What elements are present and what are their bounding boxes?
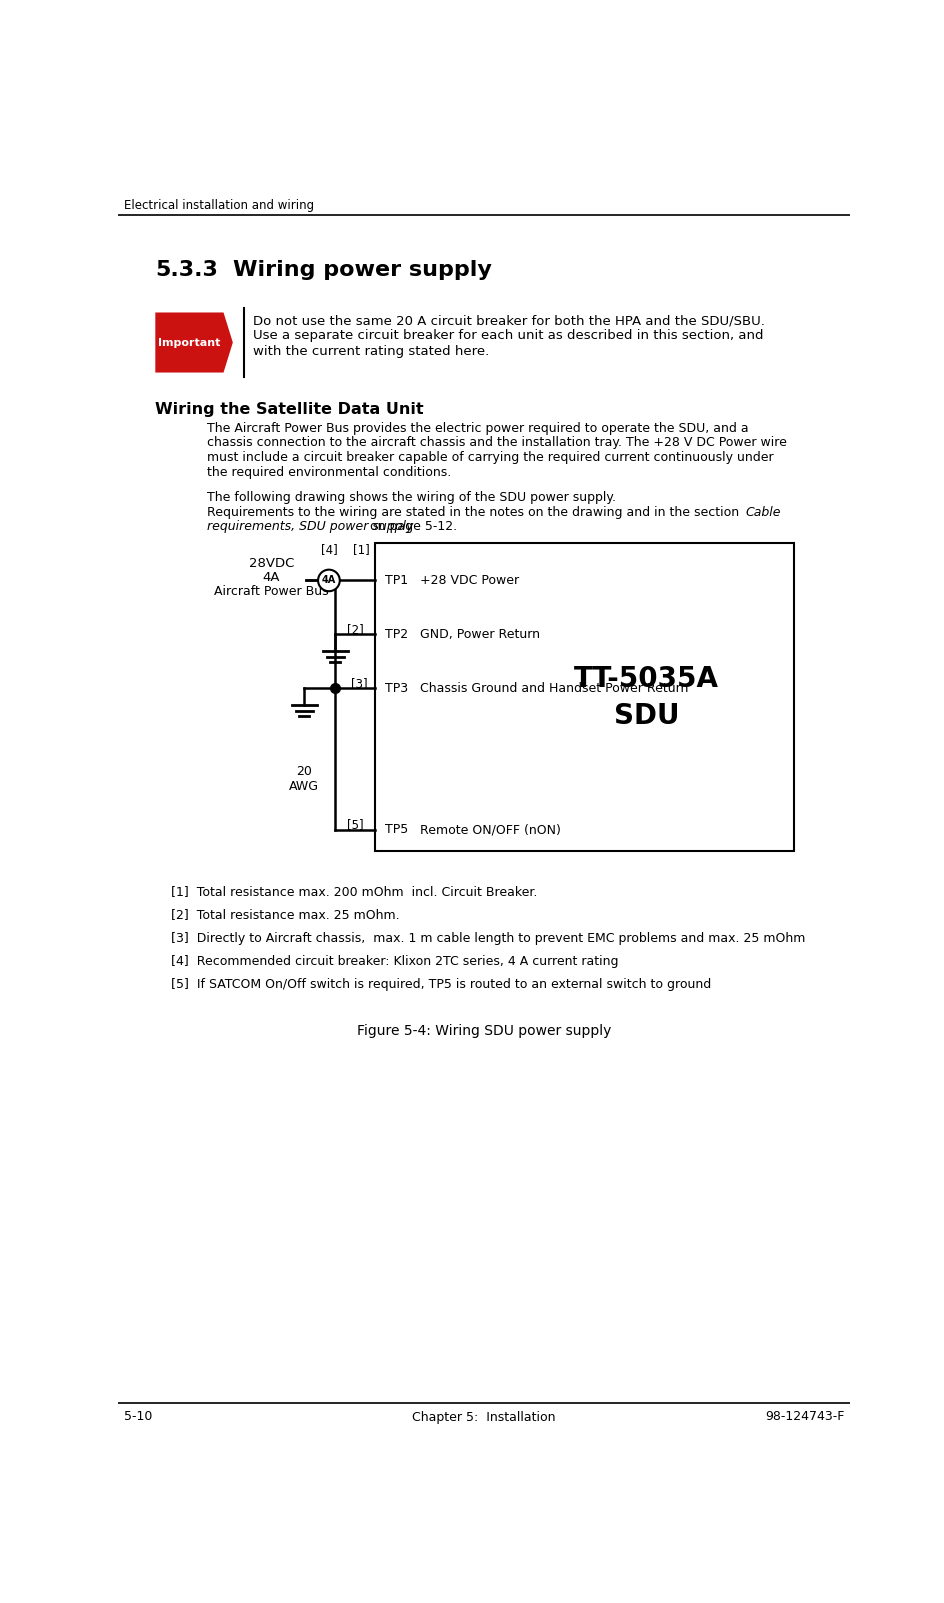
Text: 4A: 4A [262, 571, 280, 583]
Text: must include a circuit breaker capable of carrying the required current continuo: must include a circuit breaker capable o… [207, 450, 773, 465]
Text: [1]: [1] [353, 543, 369, 556]
Text: Wiring power supply: Wiring power supply [232, 260, 491, 281]
Text: Do not use the same 20 A circuit breaker for both the HPA and the SDU/SBU.: Do not use the same 20 A circuit breaker… [253, 314, 764, 327]
Text: 98-124743-F: 98-124743-F [764, 1411, 843, 1423]
Text: [3]: [3] [350, 676, 367, 689]
Text: Cable: Cable [745, 507, 781, 519]
Text: [4]: [4] [320, 543, 337, 556]
Text: TP5: TP5 [384, 824, 408, 837]
Text: [4]  Recommended circuit breaker: Klixon 2TC series, 4 A current rating: [4] Recommended circuit breaker: Klixon … [171, 955, 617, 968]
Text: TT-5035A
SDU: TT-5035A SDU [574, 665, 718, 729]
Text: 28VDC: 28VDC [248, 556, 294, 571]
Text: TP1: TP1 [384, 574, 408, 587]
Text: [3]  Directly to Aircraft chassis,  max. 1 m cable length to prevent EMC problem: [3] Directly to Aircraft chassis, max. 1… [171, 931, 804, 944]
Text: [2]: [2] [346, 624, 363, 636]
Text: TP3: TP3 [384, 681, 408, 694]
Text: 5.3.3: 5.3.3 [155, 260, 218, 281]
Text: with the current rating stated here.: with the current rating stated here. [253, 345, 489, 357]
Text: Chapter 5:  Installation: Chapter 5: Installation [412, 1411, 555, 1423]
Text: Electrical installation and wiring: Electrical installation and wiring [125, 199, 314, 212]
Text: Important: Important [158, 338, 220, 348]
Text: Aircraft Power Bus: Aircraft Power Bus [214, 585, 329, 598]
Text: on page 5-12.: on page 5-12. [365, 521, 457, 534]
Bar [375, 543, 793, 851]
Circle shape [318, 569, 340, 592]
Text: the required environmental conditions.: the required environmental conditions. [207, 466, 451, 479]
Text: The Aircraft Power Bus provides the electric power required to operate the SDU, : The Aircraft Power Bus provides the elec… [207, 422, 748, 434]
Text: requirements, SDU power supply: requirements, SDU power supply [207, 521, 413, 534]
Text: Remote ON/OFF (nON): Remote ON/OFF (nON) [420, 824, 561, 837]
Text: GND, Power Return: GND, Power Return [420, 628, 540, 641]
Text: Use a separate circuit breaker for each unit as described in this section, and: Use a separate circuit breaker for each … [253, 330, 763, 343]
Text: [5]  If SATCOM On/Off switch is required, TP5 is routed to an external switch to: [5] If SATCOM On/Off switch is required,… [171, 978, 710, 991]
Text: 5-10: 5-10 [125, 1411, 153, 1423]
Text: TP2: TP2 [384, 628, 408, 641]
Polygon shape [155, 313, 232, 372]
Text: Wiring the Satellite Data Unit: Wiring the Satellite Data Unit [155, 402, 424, 417]
Text: Requirements to the wiring are stated in the notes on the drawing and in the sec: Requirements to the wiring are stated in… [207, 507, 743, 519]
Text: +28 VDC Power: +28 VDC Power [420, 574, 519, 587]
Text: [5]: [5] [346, 819, 363, 832]
Text: [1]  Total resistance max. 200 mOhm  incl. Circuit Breaker.: [1] Total resistance max. 200 mOhm incl.… [171, 885, 536, 898]
Text: The following drawing shows the wiring of the SDU power supply.: The following drawing shows the wiring o… [207, 491, 615, 503]
Text: chassis connection to the aircraft chassis and the installation tray. The +28 V : chassis connection to the aircraft chass… [207, 436, 786, 449]
Text: [2]  Total resistance max. 25 mOhm.: [2] Total resistance max. 25 mOhm. [171, 909, 399, 922]
Text: Chassis Ground and Handset Power Return: Chassis Ground and Handset Power Return [420, 681, 688, 694]
Text: 20
AWG: 20 AWG [289, 765, 319, 793]
Text: Figure 5-4: Wiring SDU power supply: Figure 5-4: Wiring SDU power supply [357, 1024, 611, 1039]
Text: 4A: 4A [322, 575, 336, 585]
